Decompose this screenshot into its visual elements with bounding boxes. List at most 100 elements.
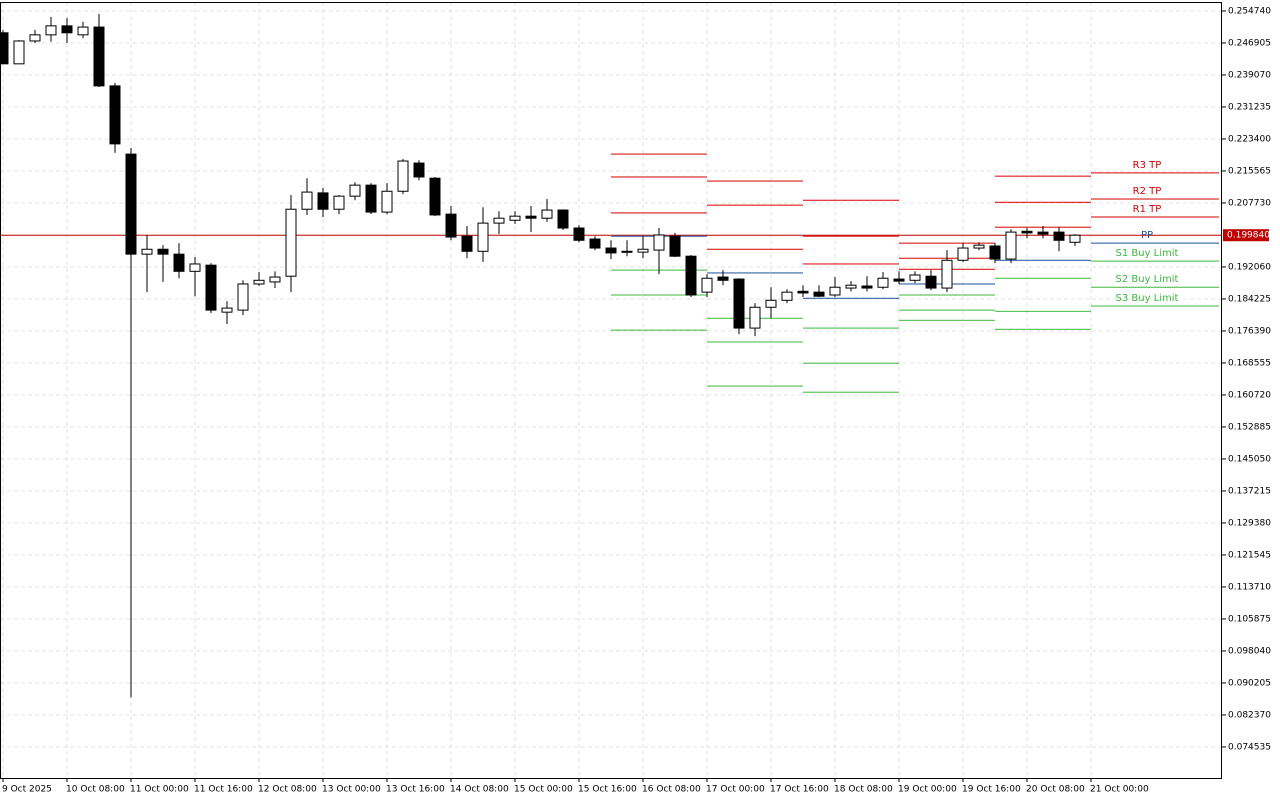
candle-body <box>301 191 313 210</box>
candle-body <box>733 278 745 329</box>
plot: R3 TP R2 TP R1 TP PP S1 Buy Limit S2 Buy Limi… <box>0 14 1222 698</box>
x-tick-label: 11 Oct 00:00 <box>130 785 189 795</box>
candle-body <box>109 85 121 145</box>
candle-body <box>861 285 873 289</box>
axes: 0.254740 0.246905 0.239070 0.231235 0.223400… <box>2 6 1271 794</box>
candle-body <box>701 277 713 293</box>
candle-body <box>1037 231 1049 235</box>
candle-body <box>525 215 537 219</box>
candle-body <box>221 307 233 313</box>
y-tick-label: 0.129380 <box>1228 518 1271 528</box>
level-label: R3 TP <box>1133 160 1162 171</box>
y-tick-label: 0.137215 <box>1228 486 1271 496</box>
y-tick-label: 0.176390 <box>1228 326 1271 336</box>
x-tick-label: 19 Oct 00:00 <box>898 785 957 795</box>
level-label: PP <box>1141 230 1153 241</box>
candle-body <box>749 306 761 329</box>
candle-body <box>253 279 265 285</box>
grid <box>0 2 1222 778</box>
y-tick-label: 0.113710 <box>1228 582 1271 592</box>
y-tick-label: 0.254740 <box>1228 6 1271 16</box>
x-tick-label: 18 Oct 08:00 <box>834 785 893 795</box>
candle-body <box>781 291 793 301</box>
candle-body <box>925 275 937 289</box>
candle-body <box>173 253 185 272</box>
candle-body <box>477 222 489 252</box>
candle-body <box>13 40 25 65</box>
candle-body <box>797 290 809 294</box>
candle-body <box>653 234 665 251</box>
candle-body <box>29 34 41 42</box>
y-tick-label: 0.246905 <box>1228 38 1271 48</box>
plot-frame <box>0 2 1222 779</box>
candle-body <box>45 25 57 36</box>
candle-body <box>509 215 521 221</box>
candle-body <box>317 192 329 210</box>
candle-body <box>989 245 1001 260</box>
candle-body <box>397 160 409 192</box>
candle-body <box>557 209 569 229</box>
y-tick-label: 0.215565 <box>1228 166 1271 176</box>
x-tick-label: 17 Oct 00:00 <box>706 785 765 795</box>
y-tick-label: 0.160720 <box>1228 390 1271 400</box>
candle-body <box>893 278 905 282</box>
y-tick-label: 0.082370 <box>1228 710 1271 720</box>
y-tick-label: 0.231235 <box>1228 102 1271 112</box>
candle-body <box>445 213 457 238</box>
y-tick-label: 0.105875 <box>1228 614 1271 624</box>
candle-body <box>1005 231 1017 260</box>
candle-body <box>429 177 441 216</box>
y-tick-label: 0.168555 <box>1228 358 1271 368</box>
x-tick-label: 21 Oct 00:00 <box>1090 785 1149 795</box>
candle-body <box>93 26 105 87</box>
level-label: R1 TP <box>1133 204 1162 215</box>
candle-body <box>941 259 953 289</box>
candle-body <box>349 184 361 197</box>
candle-body <box>189 263 201 272</box>
candle-body <box>973 244 985 249</box>
candle-body <box>1069 234 1081 243</box>
y-tick-label: 0.074535 <box>1228 742 1271 752</box>
x-tick-label: 13 Oct 00:00 <box>322 785 381 795</box>
candle-body <box>669 235 681 257</box>
candle-body <box>541 209 553 219</box>
x-tick-label: 15 Oct 16:00 <box>578 785 637 795</box>
candle-body <box>909 274 921 281</box>
current-price-tag <box>1223 229 1269 242</box>
candle-body <box>957 247 969 261</box>
y-tick-label: 0.145050 <box>1228 454 1271 464</box>
candle-body <box>413 162 425 178</box>
candle-body <box>269 276 281 283</box>
candle-body <box>461 235 473 252</box>
candle-body <box>285 208 297 277</box>
candle-body <box>365 184 377 213</box>
x-tick-label: 10 Oct 08:00 <box>66 785 125 795</box>
y-tick-label: 0.121545 <box>1228 550 1271 560</box>
candle-body <box>877 277 889 288</box>
candle-body <box>205 264 217 311</box>
level-label: R2 TP <box>1133 186 1162 197</box>
candle-body <box>381 190 393 213</box>
candle-body <box>141 248 153 255</box>
x-tick-label: 11 Oct 16:00 <box>194 785 253 795</box>
candle-body <box>717 276 729 281</box>
candle-body <box>765 299 777 308</box>
y-tick-label: 0.239070 <box>1228 70 1271 80</box>
candle-body <box>0 32 9 65</box>
candle-body <box>61 25 73 34</box>
x-tick-label: 13 Oct 16:00 <box>386 785 445 795</box>
level-label: S3 Buy Limit <box>1116 293 1179 304</box>
x-tick-label: 9 Oct 2025 <box>2 785 52 795</box>
y-tick-label: 0.152885 <box>1228 422 1271 432</box>
x-tick-label: 15 Oct 00:00 <box>514 785 573 795</box>
current-price-label: 0.199840 <box>1227 231 1270 241</box>
candle-body <box>125 153 137 255</box>
candle-body <box>237 283 249 311</box>
candle-body <box>813 291 825 297</box>
candle-body <box>685 255 697 296</box>
y-tick-label: 0.090205 <box>1228 678 1271 688</box>
candle-body <box>605 247 617 254</box>
